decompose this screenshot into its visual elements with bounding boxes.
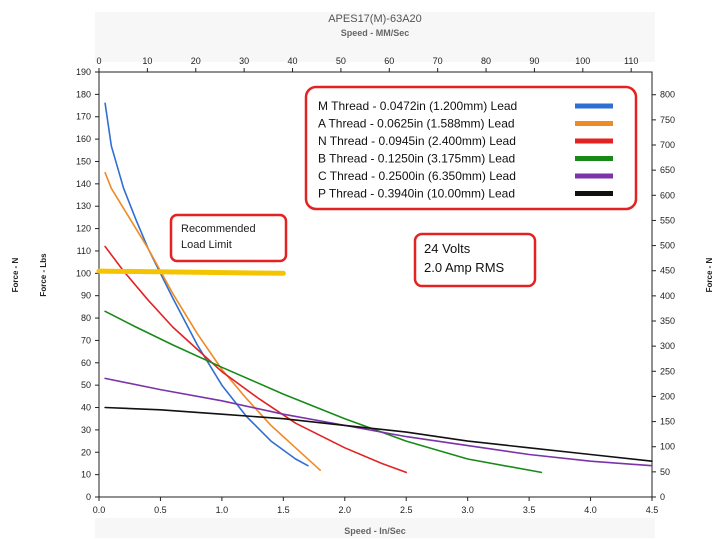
y-tick-label: 10 (81, 470, 91, 480)
top-tick-label: 10 (142, 56, 152, 66)
y-axis-label-lbs: Force - Lbs (39, 253, 48, 297)
x-tick-label: 4.0 (584, 505, 597, 515)
x-tick-label: 2.0 (339, 505, 352, 515)
series-line-1 (104, 102, 309, 467)
volts-label: 24 Volts (424, 241, 471, 256)
right-tick-label: 100 (660, 442, 675, 452)
y-tick-label: 0 (86, 492, 91, 502)
legend-label: A Thread - 0.0625in (1.588mm) Lead (318, 117, 515, 131)
top-tick-label: 80 (481, 56, 491, 66)
x-axis-label: Speed - In/Sec (344, 526, 406, 536)
legend-label: M Thread - 0.0472in (1.200mm) Lead (318, 99, 517, 113)
right-tick-label: 750 (660, 115, 675, 125)
series-line-6 (104, 406, 653, 462)
y-tick-label: 140 (76, 179, 91, 189)
right-tick-label: 550 (660, 215, 675, 225)
series-line-5 (104, 377, 653, 467)
top-tick-label: 70 (433, 56, 443, 66)
y-tick-label: 20 (81, 447, 91, 457)
y-tick-label: 40 (81, 403, 91, 413)
legend-box (304, 85, 638, 211)
right-tick-label: 50 (660, 467, 670, 477)
series-lines (96, 102, 653, 474)
legend-label: C Thread - 0.2500in (6.350mm) Lead (318, 169, 516, 183)
right-tick-label: 250 (660, 366, 675, 376)
y-tick-label: 30 (81, 425, 91, 435)
y-tick-label: 180 (76, 89, 91, 99)
top-tick-label: 100 (575, 56, 590, 66)
y-axis-label-newton-left: Force - N (11, 257, 20, 292)
y-tick-label: 130 (76, 201, 91, 211)
y-tick-label: 110 (77, 246, 91, 256)
y-tick-label: 190 (76, 67, 91, 77)
right-tick-label: 0 (660, 492, 665, 502)
y-tick-label: 150 (76, 156, 91, 166)
top-tick-label: 60 (384, 56, 394, 66)
right-tick-label: 350 (660, 316, 675, 326)
right-tick-label: 200 (660, 391, 675, 401)
x-tick-label: 1.5 (277, 505, 290, 515)
right-tick-label: 600 (660, 190, 675, 200)
drive-conditions-callout: 24 Volts 2.0 Amp RMS (413, 232, 537, 288)
y-tick-label: 80 (81, 313, 91, 323)
axis-ticks: 0.0 0.5 1.0 1.5 2.0 2.5 3.0 3.5 4.0 4.50102030405… (76, 56, 675, 515)
right-tick-label: 450 (660, 266, 675, 276)
top-tick-label: 30 (239, 56, 249, 66)
right-tick-label: 300 (660, 341, 675, 351)
current-label: 2.0 Amp RMS (424, 260, 505, 275)
x-tick-label: 3.5 (523, 505, 536, 515)
series-line-4 (104, 310, 543, 474)
y-tick-label: 60 (81, 358, 91, 368)
x-tick-label: 2.5 (400, 505, 413, 515)
background-decor (95, 12, 655, 538)
x-tick-label: 3.0 (461, 505, 474, 515)
top-tick-label: 0 (96, 56, 101, 66)
y-tick-label: 50 (81, 380, 91, 390)
drive-conditions-box (413, 232, 537, 288)
top-tick-label: 110 (624, 56, 638, 66)
legend-label: N Thread - 0.0945in (2.400mm) Lead (318, 134, 516, 148)
top-tick-label: 40 (288, 56, 298, 66)
legend-entries: M Thread - 0.0472in (1.200mm) Lead A Thre… (318, 99, 613, 201)
y-tick-label: 70 (81, 335, 91, 345)
y-tick-label: 90 (81, 291, 91, 301)
chart-title: APES17(M)-63A20 (328, 13, 422, 25)
y-tick-label: 170 (76, 112, 91, 122)
x-tick-label: 1.0 (216, 505, 229, 515)
top-tick-label: 50 (336, 56, 346, 66)
legend-label: P Thread - 0.3940in (10.00mm) Lead (318, 187, 515, 201)
right-tick-label: 150 (660, 417, 675, 427)
x-tick-label: 0.5 (154, 505, 167, 515)
top-tick-label: 90 (529, 56, 539, 66)
y-tick-label: 160 (76, 134, 91, 144)
y-tick-label: 100 (76, 268, 91, 278)
load-limit-line (96, 268, 286, 276)
top-axis-label: Speed - MM/Sec (341, 28, 410, 38)
x-tick-label: 4.5 (646, 505, 659, 515)
load-limit-callout: Recommended Load Limit (169, 213, 288, 263)
right-tick-label: 400 (660, 291, 675, 301)
load-limit-line2: Load Limit (181, 239, 232, 251)
top-tick-label: 20 (191, 56, 201, 66)
legend-label: B Thread - 0.1250in (3.175mm) Lead (318, 152, 515, 166)
series-line-3 (104, 245, 407, 474)
series-line-2 (104, 171, 321, 471)
plot-frame (98, 71, 653, 498)
x-tick-label: 0.0 (93, 505, 106, 515)
right-tick-label: 800 (660, 90, 675, 100)
load-limit-line1: Recommended (181, 223, 256, 235)
y-axis-label-newton-right: Force - N (705, 257, 714, 292)
y-tick-label: 120 (76, 224, 91, 234)
load-limit-box (169, 213, 288, 263)
right-tick-label: 500 (660, 241, 675, 251)
legend: M Thread - 0.0472in (1.200mm) Lead A Thre… (304, 85, 638, 211)
right-tick-label: 650 (660, 165, 675, 175)
right-tick-label: 700 (660, 140, 675, 150)
